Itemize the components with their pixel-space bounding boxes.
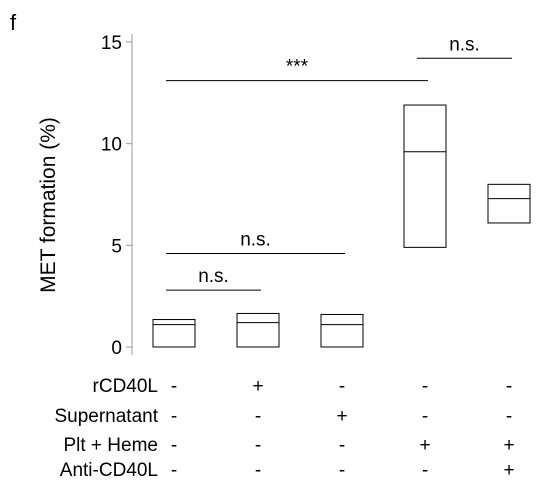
condition-value: - — [422, 460, 428, 481]
significance-label-3: n.s. — [240, 229, 271, 250]
panel-label: f — [10, 10, 17, 35]
condition-value: - — [339, 376, 345, 397]
condition-value: - — [171, 460, 177, 481]
condition-value: - — [171, 435, 177, 456]
y-tick-label: 5 — [111, 236, 122, 257]
condition-value: + — [503, 435, 514, 456]
condition-value: - — [339, 435, 345, 456]
condition-value: + — [252, 376, 263, 397]
box-1 — [152, 319, 196, 348]
significance-label-4: n.s. — [198, 266, 229, 287]
condition-label: rCD40L — [93, 376, 158, 397]
condition-value: - — [506, 406, 512, 427]
condition-value: - — [171, 376, 177, 397]
y-tick-label: 15 — [101, 33, 122, 54]
significance-label-1: *** — [286, 57, 309, 78]
condition-label: Plt + Heme — [63, 435, 158, 456]
condition-value: - — [171, 406, 177, 427]
significance-label-2: n.s. — [449, 34, 480, 55]
condition-label: Supernatant — [54, 406, 158, 427]
box-5 — [487, 183, 531, 224]
condition-value: - — [506, 376, 512, 397]
condition-value: - — [422, 376, 428, 397]
box-2 — [236, 312, 280, 348]
condition-value: - — [255, 406, 261, 427]
box-4 — [403, 104, 447, 248]
box-3 — [320, 313, 364, 348]
condition-value: - — [339, 460, 345, 481]
y-axis-label: MET formation (%) — [37, 117, 60, 293]
y-tick-label: 10 — [101, 135, 122, 156]
condition-value: + — [419, 435, 430, 456]
condition-value: + — [336, 406, 347, 427]
y-tick-label: 0 — [111, 338, 122, 359]
condition-value: - — [422, 406, 428, 427]
condition-label: Anti-CD40L — [60, 460, 158, 481]
condition-value: - — [255, 460, 261, 481]
condition-value: + — [503, 460, 514, 481]
condition-value: - — [255, 435, 261, 456]
